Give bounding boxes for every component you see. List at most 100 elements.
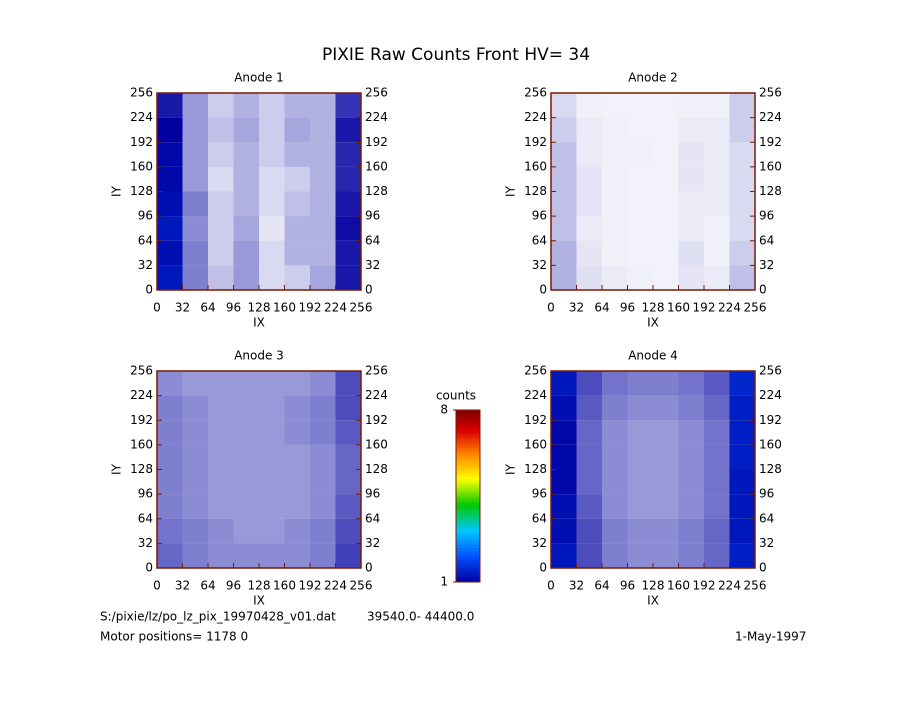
heat-cell [653, 371, 679, 396]
heat-cell [551, 117, 577, 143]
colorbar-step [456, 521, 480, 526]
heat-cell [627, 142, 653, 167]
x-axis-label: IX [253, 316, 265, 330]
y-tick-label: 0 [145, 283, 153, 297]
heat-cell [576, 444, 602, 470]
y-tick-label-right: 0 [365, 283, 373, 297]
heat-cell [259, 142, 285, 167]
y-tick-label-right: 0 [759, 561, 767, 575]
x-tick-label: 64 [594, 301, 609, 315]
heat-cell [208, 518, 234, 544]
heat-cell [551, 265, 577, 290]
panel-title: Anode 2 [628, 71, 678, 85]
heat-cell [729, 117, 755, 143]
panel-title: Anode 4 [628, 349, 678, 363]
heat-cell [233, 395, 259, 421]
heat-cell [208, 469, 234, 495]
heat-cell [208, 191, 234, 217]
x-axis-label: IX [647, 316, 659, 330]
heat-cell [233, 117, 259, 143]
y-tick-label: 256 [524, 86, 547, 100]
heat-cell [551, 420, 577, 445]
y-tick-label: 128 [130, 462, 153, 476]
x-tick-label: 224 [324, 579, 347, 593]
heat-cell [310, 444, 336, 470]
heat-cell [602, 420, 628, 445]
heat-cell [653, 518, 679, 544]
heat-cell [602, 371, 628, 396]
colorbar-step [456, 516, 480, 520]
colorbar-step [456, 461, 480, 465]
heat-cell [653, 93, 679, 118]
heat-cell [284, 543, 310, 568]
heat-cell [208, 371, 234, 396]
heat-cell [602, 142, 628, 167]
heat-cell [704, 265, 730, 290]
y-tick-label: 96 [138, 487, 153, 501]
colorbar-tick-label: 1 [440, 575, 448, 589]
y-tick-label-right: 128 [759, 462, 782, 476]
x-axis-label: IX [253, 594, 265, 608]
y-tick-label-right: 128 [365, 184, 388, 198]
heat-cell [653, 117, 679, 143]
heat-cell [182, 93, 208, 118]
heat-cell [627, 240, 653, 266]
heat-cell [576, 191, 602, 217]
heat-cell [208, 142, 234, 167]
heat-cell [576, 265, 602, 290]
heat-cell [284, 265, 310, 290]
y-tick-label-right: 256 [759, 86, 782, 100]
heat-cell [653, 166, 679, 192]
heat-cell [335, 166, 361, 192]
heat-cell [259, 166, 285, 192]
heat-cell [259, 518, 285, 544]
x-tick-label: 64 [200, 579, 215, 593]
heat-cell [182, 494, 208, 519]
heat-cell [208, 543, 234, 568]
colorbar-step [456, 573, 480, 577]
y-tick-label: 256 [524, 364, 547, 378]
colorbar-label: counts [436, 389, 476, 403]
colorbar-step [456, 412, 480, 417]
x-tick-label: 192 [693, 301, 716, 315]
heat-cell [602, 216, 628, 241]
heat-cell [208, 117, 234, 143]
heat-cell [233, 371, 259, 396]
heat-cell [653, 142, 679, 167]
colorbar-step [456, 541, 480, 546]
heat-cell [157, 543, 183, 568]
heat-cell [627, 371, 653, 396]
heat-cell [602, 191, 628, 217]
heat-cell [335, 371, 361, 396]
colorbar-step [456, 501, 480, 506]
heat-cell [704, 543, 730, 568]
motor-positions: Motor positions= 1178 0 [100, 630, 248, 644]
y-tick-label-right: 32 [759, 536, 774, 550]
heat-cell [627, 395, 653, 421]
heat-cell [678, 420, 704, 445]
heat-cell [576, 240, 602, 266]
heat-cell [704, 469, 730, 495]
heat-cell [704, 420, 730, 445]
colorbar-step [456, 498, 480, 503]
y-tick-label-right: 256 [759, 364, 782, 378]
y-tick-label-right: 256 [365, 364, 388, 378]
heat-cell [551, 444, 577, 470]
heat-cell [157, 93, 183, 118]
heat-cell [704, 240, 730, 266]
heat-cell [182, 543, 208, 568]
heat-cell [259, 494, 285, 519]
heat-cell [678, 142, 704, 167]
heat-cell [576, 117, 602, 143]
heat-cell [157, 469, 183, 495]
heat-cell [602, 518, 628, 544]
heat-cell [729, 142, 755, 167]
heat-cell [704, 518, 730, 544]
y-tick-label-right: 32 [759, 258, 774, 272]
heat-cell [310, 93, 336, 118]
heat-cell [627, 117, 653, 143]
heat-cell [627, 216, 653, 241]
heat-cell [182, 142, 208, 167]
x-tick-label: 256 [744, 301, 767, 315]
heat-cell [157, 166, 183, 192]
